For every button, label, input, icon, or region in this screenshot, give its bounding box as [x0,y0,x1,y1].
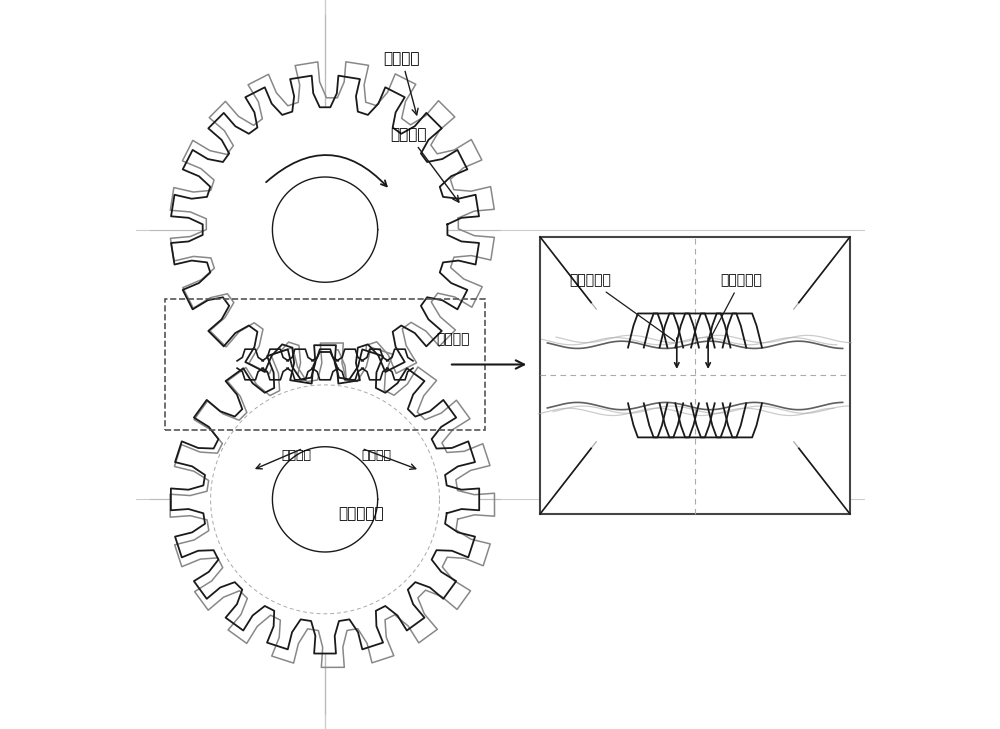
Text: 正向旋转: 正向旋转 [361,449,391,462]
Text: 局部放大: 局部放大 [436,332,469,346]
FancyBboxPatch shape [540,237,850,514]
Text: 正向噬合点: 正向噬合点 [709,273,762,340]
Polygon shape [171,346,479,653]
Text: 浮动齿轮: 浮动齿轮 [383,51,420,115]
Text: 主传动齿轮: 主传动齿轮 [339,507,384,521]
Text: 反向噬合点: 反向噬合点 [569,273,675,341]
Polygon shape [171,76,479,383]
Text: 反向旋转: 反向旋转 [281,449,311,462]
Text: 固定齿轮: 固定齿轮 [391,128,459,202]
